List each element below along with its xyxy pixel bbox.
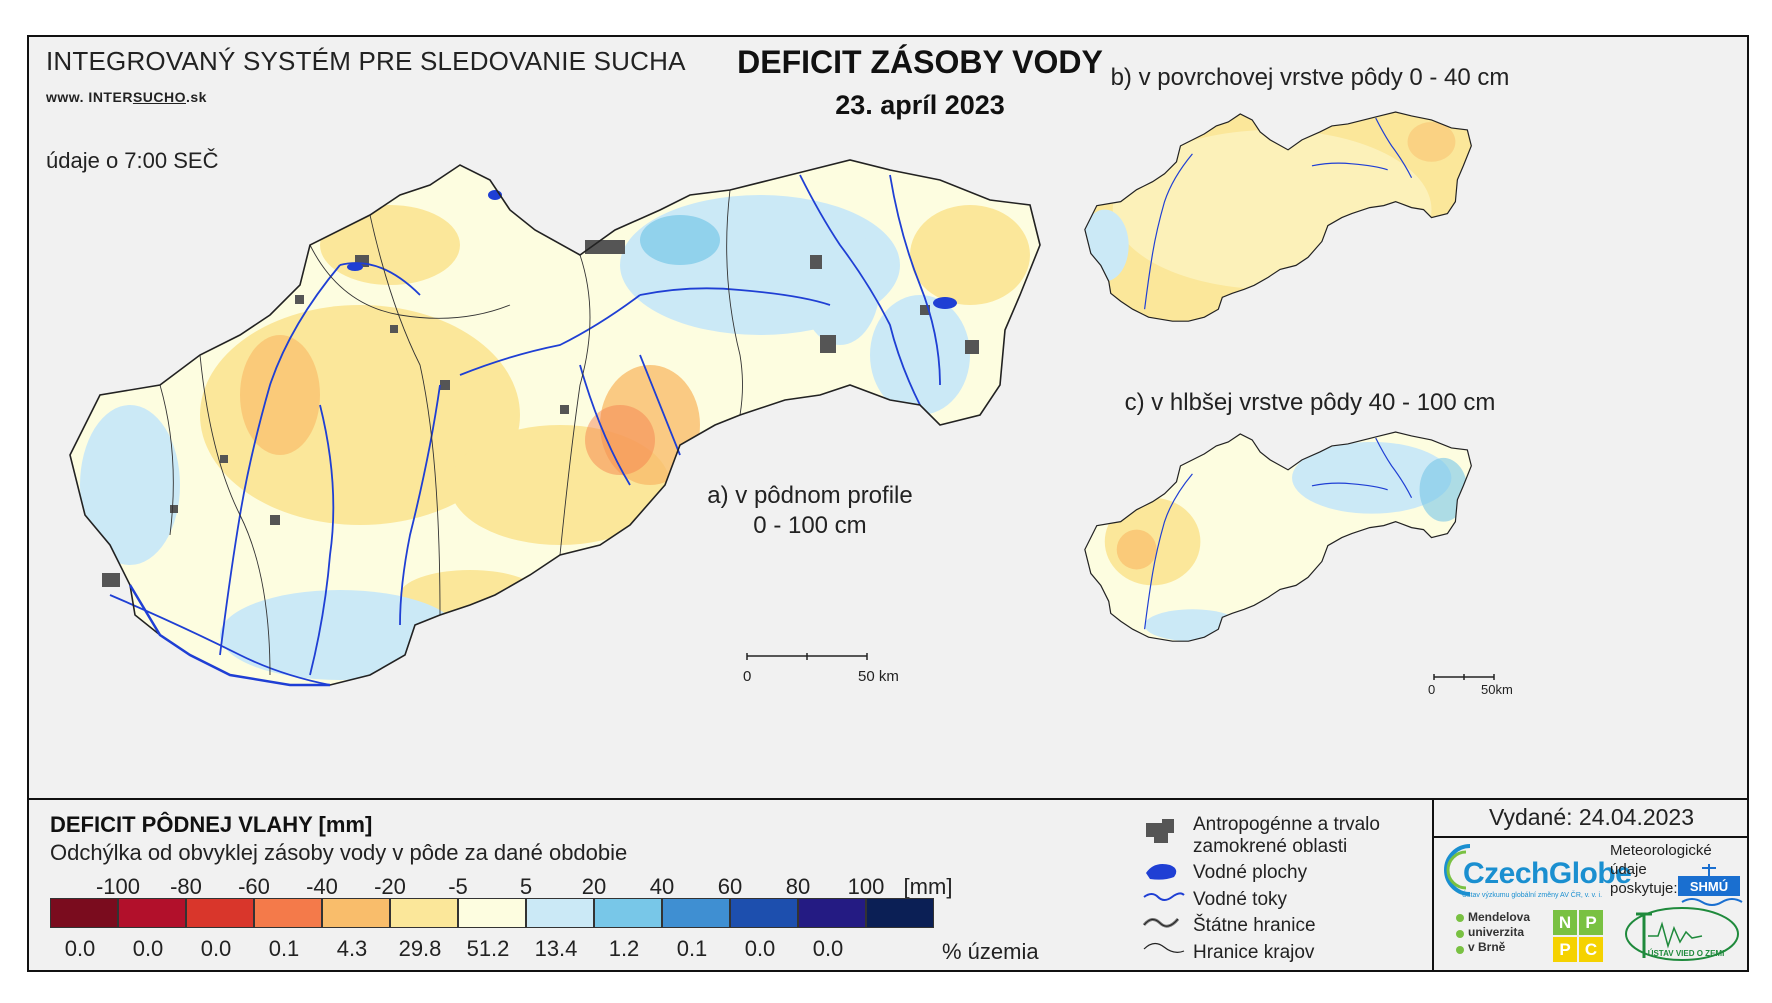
- tick-label: -20: [374, 874, 406, 899]
- tick-label: 60: [717, 874, 743, 899]
- scale-main-50: 50 km: [858, 668, 899, 685]
- mendel-line-3: v Brně: [1468, 940, 1506, 954]
- percent-value: 13.4: [534, 936, 578, 961]
- map-b-label: b) v povrchovej vrstve pôdy 0 - 40 cm: [1110, 64, 1510, 91]
- map-a-label-2: 0 - 100 cm: [753, 512, 867, 539]
- shmu-logo: SHMÚ: [1678, 864, 1743, 906]
- data-time-note: údaje o 7:00 SEČ: [46, 148, 219, 173]
- percent-value: 0.1: [676, 936, 708, 961]
- legend-swatch: [390, 898, 458, 928]
- tick-label: -40: [306, 874, 338, 899]
- legend-swatch: [526, 898, 594, 928]
- tick-label: 5: [519, 874, 533, 899]
- uvz-logo: ÚSTAV VIED O ZEMI: [1625, 907, 1739, 961]
- czechglobe-subtitle: Ústav výzkumu globální změny AV ČR, v. v…: [1462, 892, 1603, 899]
- legend-border: Štátne hranice: [1193, 915, 1316, 936]
- map-c-label: c) v hlbšej vrstve pôdy 40 - 100 cm: [1124, 389, 1496, 416]
- legend-unit: [mm]: [903, 874, 953, 899]
- legend-divider: [27, 798, 1749, 800]
- tick-label: -5: [448, 874, 468, 899]
- percent-value: 0.1: [268, 936, 300, 961]
- credits-divider: [1432, 798, 1434, 972]
- state-border-icon: [1142, 918, 1180, 928]
- legend-swatch: [662, 898, 730, 928]
- legend-swatch: [730, 898, 798, 928]
- symbol-legend-icons: [1142, 819, 1185, 953]
- legend-urban-1: Antropogénne a trvalo: [1193, 814, 1380, 835]
- legend-rivers: Vodné toky: [1193, 889, 1288, 910]
- meteo-label-3: poskytuje:: [1610, 880, 1678, 897]
- legend-water: Vodné plochy: [1193, 862, 1308, 883]
- mendel-dots-icon: [1456, 914, 1464, 954]
- mendel-line-2: univerzita: [1468, 925, 1525, 939]
- legend-swatch: [798, 898, 866, 928]
- map-c-deep-layer: [1084, 431, 1472, 642]
- legend-urban-2: zamokrené oblasti: [1193, 836, 1348, 857]
- legend-swatch: [322, 898, 390, 928]
- map-b-surface-layer: [1084, 111, 1472, 322]
- legend-percentages: 0.0 0.0 0.0 0.1 4.3 29.8 51.2 13.4 1.2 0…: [0, 936, 1000, 962]
- issued-date: Vydané: 24.04.2023: [1488, 804, 1695, 830]
- legend-title: DEFICIT PÔDNEJ VLAHY [mm]: [50, 812, 373, 837]
- percent-value: 1.2: [608, 936, 640, 961]
- nppc-logo: N P P C: [1553, 910, 1603, 962]
- system-title: INTEGROVANÝ SYSTÉM PRE SLEDOVANIE SUCHA: [46, 46, 686, 76]
- uvz-text: ÚSTAV VIED O ZEMI: [1648, 949, 1725, 958]
- percent-value: 51.2: [466, 936, 510, 961]
- percent-territory-label: % územia: [942, 939, 1039, 964]
- percent-value: 0.0: [200, 936, 232, 961]
- scale-small-bar: [1433, 674, 1495, 680]
- tick-label: -100: [95, 874, 141, 899]
- tick-label: -80: [170, 874, 202, 899]
- czechglobe-name: CzechGlobe: [1463, 857, 1632, 890]
- legend-ticks: -100 -80 -60 -40 -20 -5 5 20 40 60 80 10…: [0, 874, 1000, 900]
- map-a-label-1: a) v pôdnom profile: [707, 482, 913, 509]
- website-link[interactable]: www. INTERSUCHO.sk: [46, 89, 207, 105]
- legend-swatch: [50, 898, 118, 928]
- shmu-text: SHMÚ: [1690, 879, 1728, 894]
- legend-subtitle: Odchýlka od obvyklej zásoby vody v pôde …: [50, 840, 628, 865]
- tick-label: 40: [649, 874, 675, 899]
- tick-label: -60: [238, 874, 270, 899]
- tick-label: 20: [581, 874, 607, 899]
- region-border-icon: [1143, 942, 1185, 953]
- water-body-icon: [1146, 864, 1177, 880]
- issued-divider: [1432, 836, 1749, 838]
- tick-label: 80: [785, 874, 811, 899]
- percent-value: 0.0: [744, 936, 776, 961]
- legend-swatch: [186, 898, 254, 928]
- tick-label: 100: [847, 874, 885, 899]
- meteo-label-2: údaje: [1610, 861, 1647, 878]
- legend-swatch: [458, 898, 526, 928]
- main-map-slovakia: [69, 159, 1041, 687]
- percent-value: 0.0: [132, 936, 164, 961]
- percent-value: 0.0: [64, 936, 96, 961]
- legend-swatch: [118, 898, 186, 928]
- mendel-line-1: Mendelova: [1468, 910, 1531, 924]
- czechglobe-logo: [1444, 844, 1471, 896]
- river-icon: [1143, 892, 1185, 901]
- legend-regions: Hranice krajov: [1193, 942, 1315, 963]
- scale-small-50: 50km: [1481, 682, 1513, 697]
- percent-value: 29.8: [398, 936, 442, 961]
- page-title: DEFICIT ZÁSOBY VODY: [737, 44, 1103, 80]
- meteo-label-1: Meteorologické: [1610, 842, 1712, 859]
- legend-swatch: [594, 898, 662, 928]
- legend-swatch: [866, 898, 934, 928]
- scale-main-zero: 0: [743, 668, 752, 685]
- scale-small-zero: 0: [1428, 682, 1436, 697]
- percent-value: 4.3: [336, 936, 368, 961]
- map-date: 23. apríl 2023: [835, 90, 1005, 120]
- percent-value: 0.0: [812, 936, 844, 961]
- legend-swatch: [254, 898, 322, 928]
- urban-area-icon: [1146, 819, 1174, 843]
